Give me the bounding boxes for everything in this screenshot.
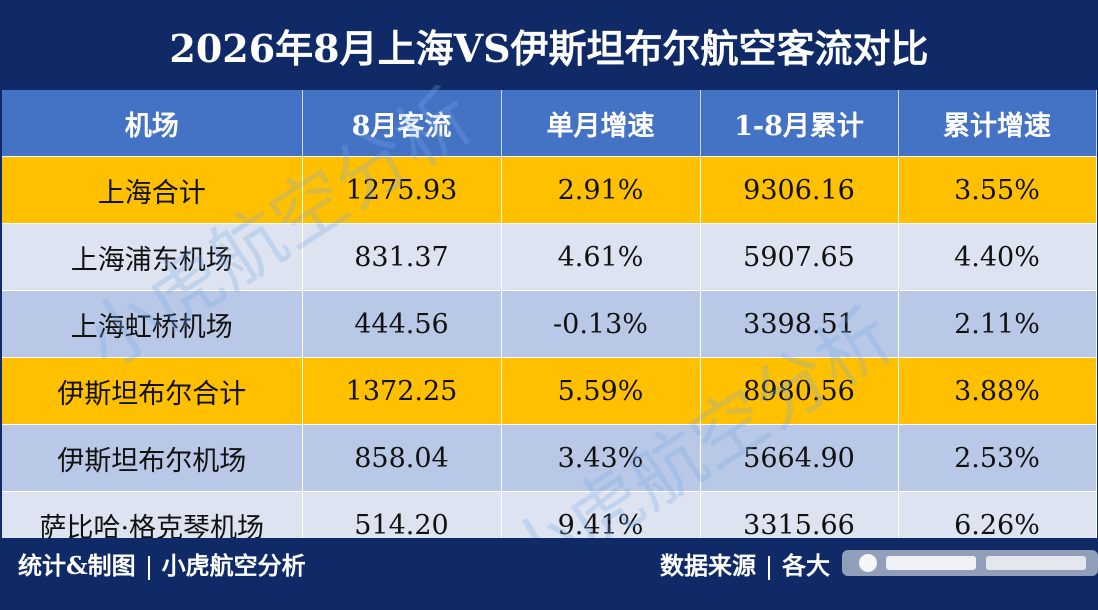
cell-august-traffic: 858.04 (302, 424, 502, 492)
cell-airport: 上海浦东机场 (2, 223, 303, 291)
footer-credit-label: 统计&制图 (18, 551, 136, 580)
divider (147, 555, 150, 580)
table-row: 伊斯坦布尔机场 858.04 3.43% 5664.90 2.53% (2, 424, 1097, 492)
header-airport: 机场 (2, 90, 303, 157)
cell-ytd-growth: 3.55% (898, 156, 1097, 224)
cell-airport: 伊斯坦布尔机场 (2, 424, 303, 492)
cell-ytd-growth: 3.88% (898, 357, 1097, 425)
cell-ytd-total: 3398.51 (700, 290, 899, 358)
table-row: 上海合计 1275.93 2.91% 9306.16 3.55% (2, 156, 1097, 224)
cell-monthly-growth: 2.91% (501, 156, 701, 224)
cell-monthly-growth: 5.59% (501, 357, 701, 425)
table-row: 伊斯坦布尔合计 1372.25 5.59% 8980.56 3.88% (2, 357, 1097, 425)
cell-ytd-growth: 2.11% (898, 290, 1097, 358)
comparison-table: 机场 8月客流 单月增速 1-8月累计 累计增速 上海合计 1275.93 2.… (2, 90, 1097, 558)
cell-airport: 上海虹桥机场 (2, 290, 303, 358)
cell-ytd-total: 8980.56 (700, 357, 899, 425)
cell-august-traffic: 444.56 (302, 290, 502, 358)
page-title: 2026年8月上海VS伊斯坦布尔航空客流对比 (0, 0, 1098, 90)
cell-ytd-total: 9306.16 (700, 156, 899, 224)
cell-august-traffic: 1372.25 (302, 357, 502, 425)
header-ytd-growth: 累计增速 (898, 90, 1097, 157)
cell-ytd-total: 5907.65 (700, 223, 899, 291)
footer-source-label: 数据来源 (660, 551, 756, 580)
cell-ytd-growth: 2.53% (898, 424, 1097, 492)
footer-source: 数据来源 各大 (660, 546, 830, 581)
platform-watermark-logo (842, 550, 1098, 576)
cell-ytd-growth: 4.40% (898, 223, 1097, 291)
header-monthly-growth: 单月增速 (501, 90, 701, 157)
cell-monthly-growth: 3.43% (501, 424, 701, 492)
table-row: 上海虹桥机场 444.56 -0.13% 3398.51 2.11% (2, 290, 1097, 358)
cell-monthly-growth: -0.13% (501, 290, 701, 358)
cell-monthly-growth: 4.61% (501, 223, 701, 291)
divider (768, 555, 770, 580)
cell-august-traffic: 1275.93 (302, 156, 502, 224)
cell-airport: 伊斯坦布尔合计 (2, 357, 303, 425)
table-header-row: 机场 8月客流 单月增速 1-8月累计 累计增速 (2, 90, 1097, 157)
footer-source-value: 各大 (782, 551, 830, 580)
cell-airport: 上海合计 (2, 156, 303, 224)
footer-credit-value: 小虎航空分析 (161, 551, 306, 580)
footer-credit: 统计&制图 小虎航空分析 (18, 546, 306, 581)
cell-august-traffic: 831.37 (302, 223, 502, 291)
cell-ytd-total: 5664.90 (700, 424, 899, 492)
header-ytd-total: 1-8月累计 (700, 90, 899, 157)
header-august-traffic: 8月客流 (302, 90, 502, 157)
table-row: 上海浦东机场 831.37 4.61% 5907.65 4.40% (2, 223, 1097, 291)
